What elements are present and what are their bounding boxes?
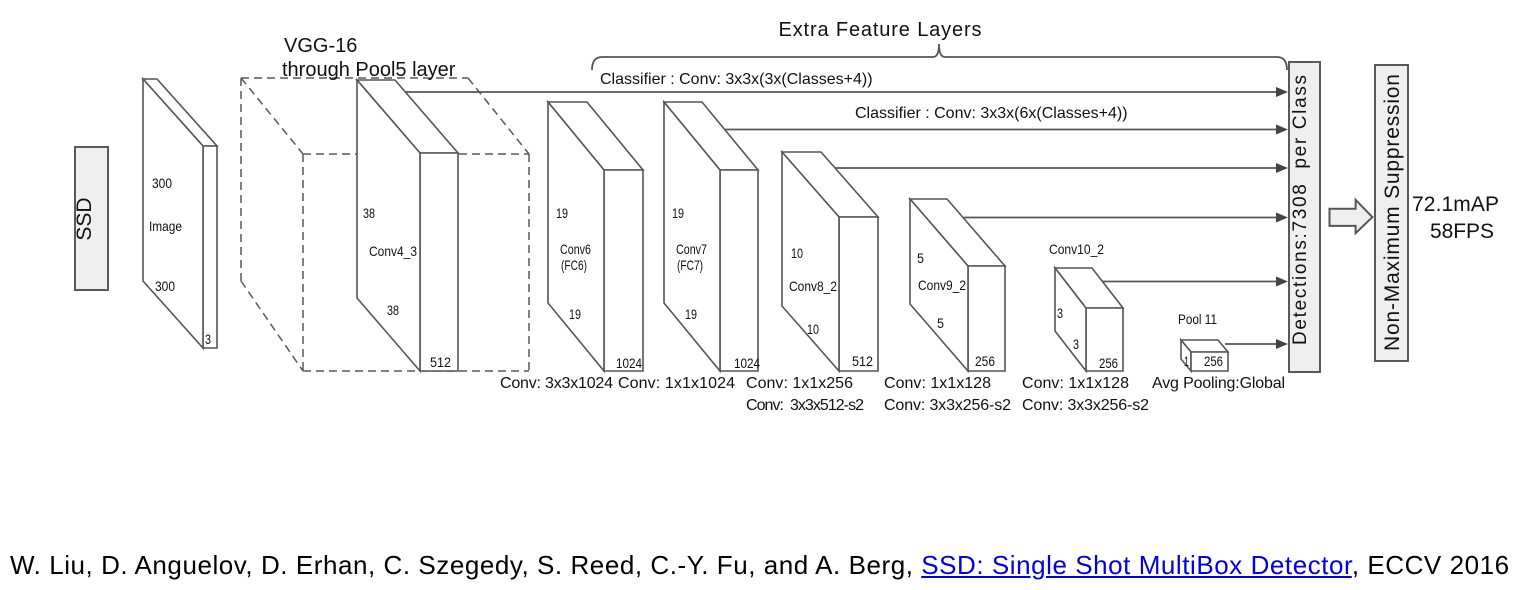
svg-text:Conv: 3x3x1024: Conv: 3x3x1024 xyxy=(500,375,613,392)
svg-text:(FC6): (FC6) xyxy=(561,257,587,273)
svg-text:38: 38 xyxy=(363,205,375,221)
svg-text:(FC7): (FC7) xyxy=(677,257,703,273)
svg-text:300: 300 xyxy=(155,278,175,294)
svg-text:Avg Pooling:Global: Avg Pooling:Global xyxy=(1152,375,1285,392)
svg-text:5: 5 xyxy=(917,250,924,266)
svg-text:256: 256 xyxy=(1099,355,1118,371)
svg-text:Conv: 3x3x256-s2: Conv: 3x3x256-s2 xyxy=(1022,397,1149,414)
svg-text:38: 38 xyxy=(387,302,399,318)
svg-text:Conv: 3x3x512-s2: Conv: 3x3x512-s2 xyxy=(746,397,864,414)
svg-text:Conv9_2: Conv9_2 xyxy=(918,277,966,293)
svg-text:19: 19 xyxy=(685,306,697,322)
svg-text:10: 10 xyxy=(807,321,819,337)
svg-text:Non-Maximum Suppression: Non-Maximum Suppression xyxy=(1381,74,1404,351)
svg-text:Conv10_2: Conv10_2 xyxy=(1049,241,1104,257)
svg-text:3: 3 xyxy=(1073,336,1079,352)
svg-text:10: 10 xyxy=(791,245,803,261)
svg-text:Conv7: Conv7 xyxy=(676,241,707,257)
svg-text:300: 300 xyxy=(152,175,172,191)
svg-text:512: 512 xyxy=(430,354,451,370)
svg-text:Conv: 1x1x256: Conv: 1x1x256 xyxy=(746,375,853,392)
svg-text:Detections:7308 per Class: Detections:7308 per Class xyxy=(1290,75,1311,345)
svg-text:SSD: SSD xyxy=(73,197,96,240)
svg-text:1: 1 xyxy=(1184,353,1189,369)
svg-text:1024: 1024 xyxy=(734,355,760,371)
svg-text:19: 19 xyxy=(672,205,684,221)
svg-text:19: 19 xyxy=(569,306,581,322)
svg-text:Classifier : Conv: 3x3x(6x(Cla: Classifier : Conv: 3x3x(6x(Classes+4)) xyxy=(855,105,1128,122)
svg-text:Conv: 1x1x1024: Conv: 1x1x1024 xyxy=(618,375,735,392)
svg-text:256: 256 xyxy=(1204,353,1223,369)
svg-text:VGG-16: VGG-16 xyxy=(284,35,357,57)
svg-text:5: 5 xyxy=(937,315,944,331)
svg-text:512: 512 xyxy=(852,353,873,369)
svg-text:Conv4_3: Conv4_3 xyxy=(369,243,417,259)
svg-text:through Pool5 layer: through Pool5 layer xyxy=(282,59,456,81)
svg-text:Conv6: Conv6 xyxy=(560,241,591,257)
svg-text:Conv: 3x3x256-s2: Conv: 3x3x256-s2 xyxy=(884,397,1011,414)
svg-text:Pool 11: Pool 11 xyxy=(1178,311,1217,327)
svg-text:Classifier : Conv: 3x3x(3x(Cla: Classifier : Conv: 3x3x(3x(Classes+4)) xyxy=(600,71,873,88)
svg-text:256: 256 xyxy=(975,353,995,369)
svg-text:58FPS: 58FPS xyxy=(1430,220,1494,243)
svg-text:Conv: 1x1x128: Conv: 1x1x128 xyxy=(884,375,991,392)
svg-text:Conv: 1x1x128: Conv: 1x1x128 xyxy=(1022,375,1129,392)
svg-text:Conv8_2: Conv8_2 xyxy=(789,278,837,294)
svg-text:72.1mAP: 72.1mAP xyxy=(1412,193,1499,216)
svg-text:Image: Image xyxy=(149,218,182,234)
svg-text:3: 3 xyxy=(205,331,211,347)
svg-text:Extra Feature Layers: Extra Feature Layers xyxy=(779,19,982,41)
svg-text:3: 3 xyxy=(1057,305,1063,321)
svg-text:19: 19 xyxy=(556,205,568,221)
svg-text:1024: 1024 xyxy=(616,355,642,371)
